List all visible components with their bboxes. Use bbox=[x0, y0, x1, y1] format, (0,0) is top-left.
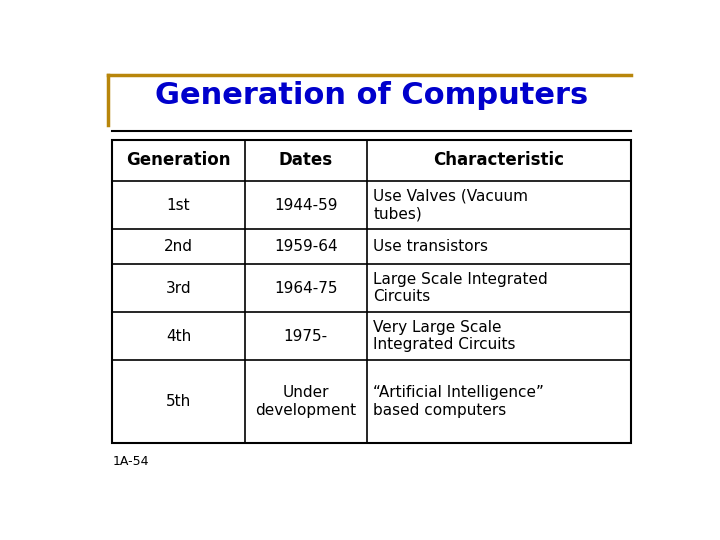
Text: 1975-: 1975- bbox=[284, 329, 328, 343]
Text: 5th: 5th bbox=[166, 394, 191, 409]
Text: Under
development: Under development bbox=[255, 386, 356, 418]
Text: Characteristic: Characteristic bbox=[433, 151, 564, 170]
Text: Use Valves (Vacuum
tubes): Use Valves (Vacuum tubes) bbox=[373, 189, 528, 221]
Text: Very Large Scale
Integrated Circuits: Very Large Scale Integrated Circuits bbox=[373, 320, 516, 352]
Text: “Artificial Intelligence”
based computers: “Artificial Intelligence” based computer… bbox=[373, 386, 544, 418]
Text: 1944-59: 1944-59 bbox=[274, 198, 338, 213]
Text: 1959-64: 1959-64 bbox=[274, 239, 338, 254]
Text: 2nd: 2nd bbox=[164, 239, 193, 254]
Bar bbox=[112, 140, 631, 443]
Text: 4th: 4th bbox=[166, 329, 191, 343]
Text: Large Scale Integrated
Circuits: Large Scale Integrated Circuits bbox=[373, 272, 548, 305]
Text: Use transistors: Use transistors bbox=[373, 239, 488, 254]
Text: Dates: Dates bbox=[279, 151, 333, 170]
Text: 3rd: 3rd bbox=[166, 281, 192, 296]
Text: 1964-75: 1964-75 bbox=[274, 281, 338, 296]
Text: 1A-54: 1A-54 bbox=[112, 455, 149, 468]
Text: Generation of Computers: Generation of Computers bbox=[156, 82, 588, 111]
Text: 1st: 1st bbox=[166, 198, 190, 213]
Text: Generation: Generation bbox=[126, 151, 230, 170]
